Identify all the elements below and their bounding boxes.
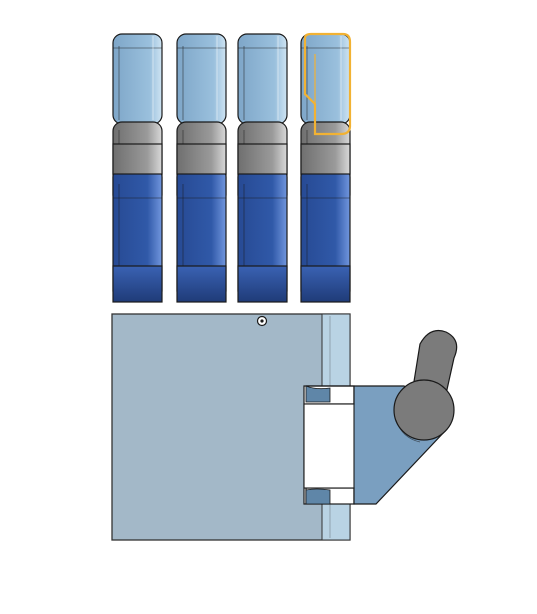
- gray-knuckle-joint: [237, 143, 288, 175]
- gray-knuckle-joint: [176, 143, 227, 175]
- proximal-segment[interactable]: [112, 167, 163, 303]
- proximal-segment[interactable]: [300, 167, 351, 303]
- distal-segment[interactable]: [237, 33, 288, 125]
- finger-1[interactable]: [112, 33, 163, 303]
- distal-segment[interactable]: [300, 33, 351, 125]
- proximal-segment[interactable]: [237, 167, 288, 303]
- finger-3[interactable]: [237, 33, 288, 303]
- distal-segment[interactable]: [176, 33, 227, 125]
- gray-knuckle-joint: [300, 143, 351, 175]
- selection-highlight: [303, 32, 352, 136]
- distal-segment[interactable]: [112, 33, 163, 125]
- finger-2[interactable]: [176, 33, 227, 303]
- proximal-segment[interactable]: [176, 167, 227, 303]
- finger-4[interactable]: [300, 32, 352, 303]
- gray-knuckle-joint: [112, 143, 163, 175]
- thumb[interactable]: [393, 329, 458, 443]
